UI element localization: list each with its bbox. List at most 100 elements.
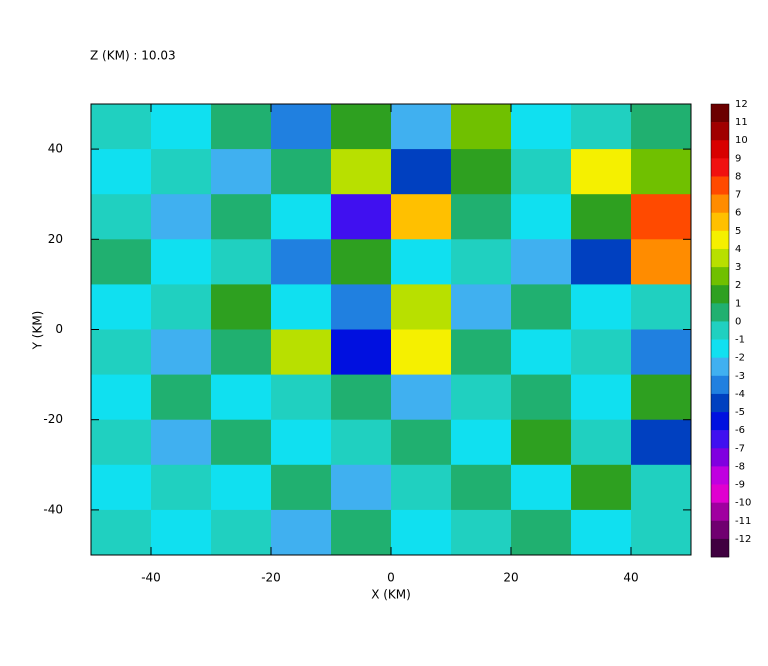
heatmap-cell	[571, 329, 632, 376]
heatmap-cell	[151, 194, 212, 240]
colorbar-label: 12	[735, 99, 748, 110]
colorbar-label: -2	[735, 353, 745, 364]
heatmap-cell	[631, 284, 692, 330]
heatmap-cell	[211, 149, 272, 195]
heatmap-cell	[211, 509, 272, 556]
colorbar-label: -11	[735, 516, 751, 527]
colorbar-label: -4	[735, 389, 745, 400]
colorbar-label: 11	[735, 117, 748, 128]
heatmap-cell	[451, 374, 512, 421]
heatmap-cell	[211, 194, 272, 240]
colorbar-swatch	[711, 502, 729, 522]
heatmap-cell	[571, 239, 632, 285]
colorbar-swatch	[711, 212, 729, 232]
heatmap-cell	[631, 104, 692, 150]
heatmap-cell	[631, 239, 692, 285]
heatmap-cell	[391, 374, 452, 421]
heatmap-cell	[331, 509, 392, 556]
heatmap-cell	[391, 419, 452, 466]
colorbar-swatch	[711, 303, 729, 322]
colorbar-swatch	[711, 158, 729, 177]
heatmap-cell	[91, 104, 152, 150]
heatmap-cell	[631, 419, 692, 466]
heatmap-cell	[211, 419, 272, 466]
heatmap-cell	[511, 239, 572, 285]
colorbar-label: -12	[735, 534, 751, 545]
heatmap-cell	[151, 374, 212, 421]
x-tick-label: 20	[503, 571, 518, 585]
colorbar-swatch	[711, 375, 729, 395]
heatmap-cell	[511, 194, 572, 240]
heatmap-cell	[451, 329, 512, 376]
x-tick-label: 0	[387, 571, 395, 585]
heatmap-cell	[631, 464, 692, 511]
heatmap-cell	[151, 509, 212, 556]
heatmap-cell	[151, 419, 212, 466]
heatmap-cell	[571, 509, 632, 556]
heatmap-cell	[571, 464, 632, 511]
heatmap-cell	[271, 104, 332, 150]
heatmap-cell	[571, 104, 632, 150]
heatmap-cell	[331, 194, 392, 240]
heatmap-cell	[271, 329, 332, 376]
heatmap-cell	[451, 149, 512, 195]
heatmap-cell	[391, 194, 452, 240]
heatmap-cell	[271, 419, 332, 466]
y-tick-label: -20	[43, 412, 63, 426]
heatmap-cell	[451, 284, 512, 330]
colorbar-label: -10	[735, 498, 751, 509]
heatmap-cell	[511, 149, 572, 195]
heatmap-cell	[511, 329, 572, 376]
colorbar-swatch	[711, 140, 729, 159]
y-tick-label: 40	[48, 142, 63, 156]
colorbar-label: -5	[735, 407, 745, 418]
heatmap-cell	[571, 374, 632, 421]
colorbar-swatch	[711, 321, 729, 340]
heatmap-cell	[211, 374, 272, 421]
colorbar-swatch	[711, 176, 729, 195]
colorbar-label: -8	[735, 461, 745, 472]
heatmap-cell	[631, 509, 692, 556]
heatmap-cell	[511, 509, 572, 556]
heatmap-cell	[391, 239, 452, 285]
heatmap-cell	[91, 419, 152, 466]
heatmap-cell	[211, 464, 272, 511]
heatmap-cell	[391, 464, 452, 511]
heatmap-cell	[571, 419, 632, 466]
heatmap-cell	[571, 284, 632, 330]
heatmap-cell	[631, 374, 692, 421]
heatmap-cell	[91, 239, 152, 285]
heatmap-cell	[631, 149, 692, 195]
heatmap-cell	[151, 149, 212, 195]
heatmap-cell	[211, 329, 272, 376]
heatmap-cell	[271, 239, 332, 285]
heatmap-cell	[391, 104, 452, 150]
heatmap-cell	[451, 509, 512, 556]
colorbar-swatch	[711, 122, 729, 141]
heatmap-cell	[331, 419, 392, 466]
heatmap-cell	[271, 374, 332, 421]
heatmap-cell	[331, 149, 392, 195]
colorbar-swatch	[711, 339, 729, 358]
colorbar-label: -7	[735, 443, 745, 454]
heatmap-cell	[331, 374, 392, 421]
colorbar-label: -3	[735, 371, 745, 382]
heatmap-cell	[151, 329, 212, 376]
heatmap-cell	[571, 149, 632, 195]
heatmap-cell	[451, 194, 512, 240]
colorbar-swatch	[711, 448, 729, 467]
x-tick-label: 40	[623, 571, 638, 585]
y-tick-label: -40	[43, 502, 63, 516]
heatmap-cell	[451, 104, 512, 150]
colorbar-label: 9	[735, 153, 741, 164]
heatmap-cell	[571, 194, 632, 240]
chart-title: Z (KM) : 10.03	[90, 49, 176, 63]
colorbar-label: 8	[735, 171, 741, 182]
colorbar-swatch	[711, 484, 729, 503]
heatmap-cell	[631, 194, 692, 240]
colorbar-label: 6	[735, 208, 741, 219]
heatmap-cell	[331, 284, 392, 330]
heatmap-cell	[511, 464, 572, 511]
colorbar-swatch	[711, 520, 729, 540]
heatmap-cell	[271, 464, 332, 511]
